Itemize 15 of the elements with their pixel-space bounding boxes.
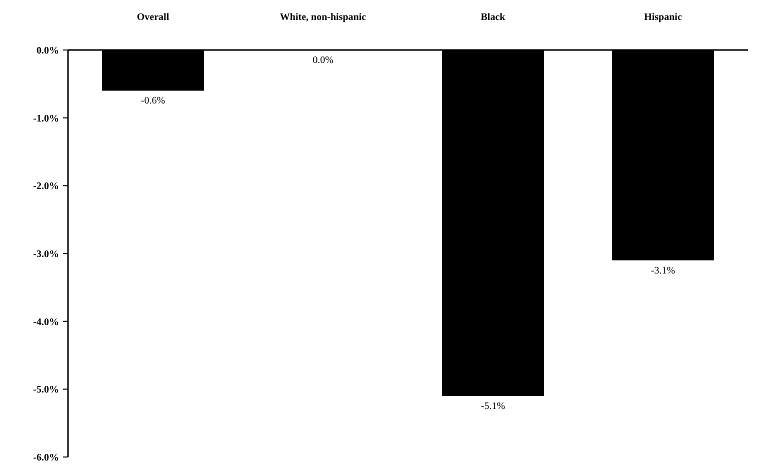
y-tick-label: -1.0% <box>33 113 59 124</box>
y-tick-label: -4.0% <box>33 316 59 328</box>
data-label: -0.6% <box>140 96 166 107</box>
x-tick-label: Overall <box>136 12 170 23</box>
data-label: 0.0% <box>312 55 334 66</box>
y-tick-label: -3.0% <box>33 249 59 260</box>
data-label: -5.1% <box>480 400 506 412</box>
data-label: -3.1% <box>650 265 676 276</box>
y-tick-label: -5.0% <box>33 384 59 396</box>
y-tick-label: -2.0% <box>33 181 59 192</box>
y-tick-label: -6.0% <box>33 452 59 464</box>
x-tick-label: Black <box>480 12 506 23</box>
y-tick-label: 0.0% <box>36 46 59 56</box>
x-tick-label: White, non-hispanic <box>280 12 367 23</box>
x-tick-label: Hispanic <box>644 12 682 23</box>
